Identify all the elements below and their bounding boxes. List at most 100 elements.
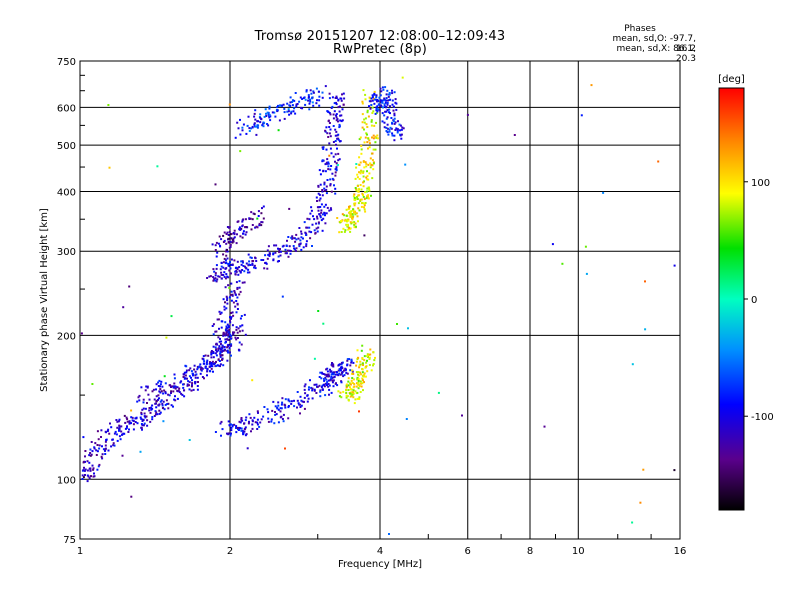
data-point — [228, 286, 231, 289]
data-point — [227, 420, 230, 423]
data-point — [373, 92, 376, 95]
data-point — [240, 343, 243, 346]
data-point — [275, 244, 278, 247]
data-point — [300, 230, 303, 233]
data-point — [311, 387, 314, 390]
data-point — [229, 245, 232, 248]
grid-lines — [80, 61, 680, 539]
data-point — [138, 394, 141, 397]
data-point — [361, 201, 364, 204]
data-point — [277, 421, 280, 424]
data-point — [224, 277, 227, 280]
data-point — [197, 381, 199, 383]
data-point — [316, 217, 319, 220]
data-point — [388, 92, 391, 94]
colorbar-tick-label: 0 — [751, 295, 757, 306]
data-point — [356, 198, 359, 200]
data-point — [212, 345, 215, 348]
data-point — [391, 92, 394, 95]
data-point — [326, 381, 329, 384]
data-point — [364, 161, 367, 164]
data-point — [396, 128, 399, 131]
data-point — [346, 220, 348, 223]
data-point — [353, 226, 356, 229]
data-point — [319, 395, 322, 398]
data-point — [242, 265, 245, 267]
data-point — [332, 125, 335, 127]
data-point — [324, 394, 327, 397]
data-point — [356, 391, 359, 394]
data-point — [251, 379, 254, 382]
data-point — [151, 418, 154, 421]
data-point — [330, 107, 333, 109]
data-point — [214, 277, 217, 280]
data-point — [213, 270, 216, 273]
data-point — [244, 218, 247, 221]
data-point — [332, 155, 335, 158]
data-point — [288, 249, 291, 252]
data-point — [287, 406, 290, 409]
data-point — [305, 243, 308, 246]
data-point — [274, 251, 277, 254]
data-point — [328, 393, 330, 396]
data-point — [128, 422, 131, 425]
data-point — [151, 390, 154, 393]
data-point — [282, 420, 285, 423]
data-point — [155, 395, 158, 398]
data-point — [232, 314, 235, 317]
data-point — [273, 244, 276, 247]
data-point — [225, 307, 228, 310]
data-point — [230, 258, 233, 261]
data-point — [81, 478, 84, 480]
data-point — [262, 122, 265, 125]
data-point — [373, 90, 376, 93]
data-point — [130, 495, 133, 498]
data-point — [379, 87, 382, 90]
data-point — [352, 195, 355, 198]
data-point — [226, 250, 229, 253]
data-point — [91, 450, 94, 453]
data-point — [334, 174, 337, 177]
data-point — [348, 205, 350, 208]
data-point — [264, 254, 267, 257]
data-point — [338, 105, 341, 108]
data-point — [343, 369, 345, 372]
data-point — [330, 391, 333, 394]
data-point — [222, 349, 224, 352]
data-point — [366, 355, 369, 358]
data-point — [141, 428, 143, 431]
data-point — [325, 373, 328, 376]
data-point — [354, 398, 357, 401]
data-point — [366, 187, 369, 190]
data-point — [353, 211, 355, 214]
data-point — [399, 129, 401, 132]
data-point — [350, 359, 353, 361]
data-point — [360, 148, 363, 151]
data-point — [108, 166, 111, 169]
data-point — [351, 213, 354, 216]
data-point — [346, 359, 349, 362]
data-point — [329, 135, 332, 138]
data-point — [248, 130, 251, 132]
data-point — [354, 177, 357, 180]
data-point — [191, 382, 194, 385]
data-point — [290, 110, 293, 113]
data-point — [153, 398, 156, 401]
data-point — [93, 447, 96, 450]
data-point — [96, 444, 99, 446]
y-tick-label: 750 — [57, 57, 76, 68]
data-point — [332, 385, 335, 388]
data-point — [361, 126, 364, 129]
data-point — [385, 130, 388, 132]
data-point — [248, 260, 251, 263]
data-point — [267, 245, 270, 248]
data-point — [101, 453, 104, 456]
data-point — [357, 371, 360, 373]
data-point — [388, 130, 391, 133]
data-point — [242, 261, 244, 264]
data-point — [176, 389, 179, 392]
data-point — [394, 121, 397, 124]
data-point — [256, 120, 259, 123]
data-point — [239, 228, 242, 231]
data-point — [357, 194, 360, 197]
